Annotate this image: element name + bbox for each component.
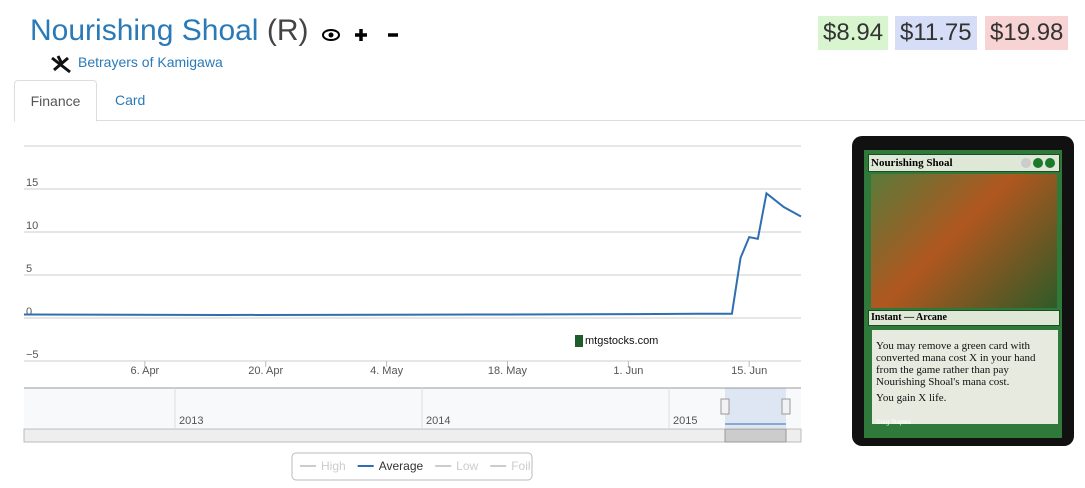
- navigator-window: [725, 388, 786, 428]
- card-art: [871, 174, 1057, 308]
- y-tick-label: 0: [26, 306, 32, 318]
- y-tick-label: 15: [26, 177, 38, 189]
- price-low: $8.94: [818, 16, 889, 50]
- title-row: Nourishing Shoal (R): [30, 14, 308, 48]
- card-image: Nourishing Shoal Instant — Arcane You ma…: [852, 136, 1074, 446]
- navigator-handle[interactable]: [781, 398, 791, 415]
- type-line: Instant — Arcane: [868, 310, 1060, 326]
- card-title[interactable]: Nourishing Shoal: [30, 14, 259, 47]
- x-tick-label: 18. May: [488, 365, 528, 377]
- y-tick-label: 10: [26, 220, 38, 232]
- navigator-year: 2013: [179, 415, 203, 427]
- tab-finance[interactable]: Finance: [14, 80, 97, 122]
- y-tick-label: −5: [26, 349, 39, 361]
- legend-box: [291, 452, 533, 481]
- price-high: $19.98: [985, 16, 1069, 50]
- legend-item[interactable]: Low: [456, 459, 478, 473]
- rarity: (R): [266, 14, 309, 47]
- set-icon: [51, 55, 71, 74]
- scrollbar[interactable]: [23, 428, 802, 443]
- rules-box: You may remove a green card with convert…: [872, 330, 1058, 424]
- y-tick-label: 5: [26, 263, 32, 275]
- legend-item[interactable]: Average: [379, 459, 424, 473]
- tab-card[interactable]: Card: [115, 92, 146, 108]
- legend-item[interactable]: Foil: [511, 459, 530, 473]
- watermark-icon: [575, 335, 583, 347]
- x-tick-label: 6. Apr: [130, 365, 159, 377]
- x-tick-label: 15. Jun: [731, 365, 767, 377]
- navigator: [24, 388, 801, 428]
- price-line: [23, 191, 802, 316]
- card-name: Nourishing Shoal: [868, 154, 1060, 172]
- navigator-year: 2014: [426, 415, 450, 427]
- rules-text: You gain X life.: [876, 392, 947, 404]
- price-mid: $11.75: [895, 16, 977, 50]
- x-tick-label: 4. May: [370, 365, 404, 377]
- action-icons[interactable]: [320, 22, 410, 48]
- price-chart: −5 0 5 10 15 6. Apr 20. Apr 4. May 18. May 1. Jun…: [23, 145, 802, 481]
- watermark: mtgstocks.com: [585, 335, 658, 347]
- rules-text: You may remove a green card with convert…: [876, 340, 1036, 388]
- navigator-handle[interactable]: [720, 398, 730, 415]
- navigator-year: 2015: [673, 415, 697, 427]
- legend-item[interactable]: High: [321, 459, 346, 473]
- mana-cost: [1021, 158, 1055, 168]
- x-tick-label: 1. Jun: [613, 365, 643, 377]
- set-link[interactable]: Betrayers of Kamigawa: [78, 54, 223, 70]
- tab-rule: [14, 120, 1085, 121]
- x-tick-label: 20. Apr: [248, 365, 283, 377]
- artist: Greg Staples: [876, 420, 912, 426]
- scrollbar-thumb[interactable]: [724, 428, 787, 443]
